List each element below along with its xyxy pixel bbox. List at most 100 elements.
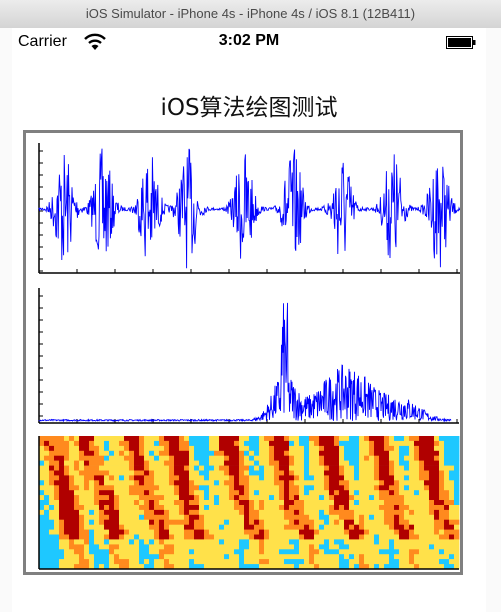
spectrogram-cell <box>269 475 275 481</box>
spectrogram-cell <box>389 524 395 530</box>
spectrogram-cell <box>434 539 440 545</box>
spectrogram-cell <box>424 529 430 535</box>
spectrogram-cell <box>99 470 105 476</box>
spectrogram-cell <box>129 519 135 525</box>
spectrogram-cell <box>294 514 300 521</box>
spectrogram-cell <box>434 500 440 506</box>
spectrogram-cell <box>229 514 235 521</box>
spectrogram-cell <box>284 544 290 550</box>
spectrogram-cell <box>289 436 295 442</box>
spectrogram-cell <box>214 495 220 501</box>
spectrogram-cell <box>254 440 260 447</box>
spectrogram-cell <box>54 509 60 516</box>
spectrogram-cell <box>279 534 285 540</box>
spectrogram-cell <box>424 455 430 461</box>
spectrogram-cell <box>399 470 405 476</box>
spectrogram-cell <box>229 445 235 452</box>
spectrogram-cell <box>149 544 155 550</box>
spectrogram-cell <box>274 554 280 560</box>
spectrogram-cell <box>239 500 245 506</box>
spectrogram-cell <box>224 490 230 496</box>
spectrogram-cell <box>184 436 190 442</box>
spectrogram-cell <box>144 475 150 481</box>
spectrogram-cell <box>424 480 430 486</box>
spectrogram-cell <box>249 529 255 535</box>
spectrogram-cell <box>44 524 50 530</box>
spectrogram-cell <box>134 480 140 486</box>
spectrogram-cell <box>204 549 210 555</box>
spectrogram-cell <box>159 534 165 540</box>
spectrogram-cell <box>449 490 455 496</box>
spectrogram-cell <box>229 509 235 516</box>
spectrogram-cell <box>199 455 205 461</box>
spectrogram-cell <box>294 490 300 496</box>
spectrogram-cell <box>89 465 95 471</box>
spectrogram-cell <box>159 564 165 570</box>
spectrogram-cell <box>269 539 275 545</box>
spectrogram-cell <box>309 549 315 555</box>
spectrogram-cell <box>419 519 425 525</box>
spectrogram-cell <box>159 436 165 442</box>
spectrogram-cell <box>394 495 400 501</box>
spectrogram-cell <box>384 500 390 506</box>
spectrogram-cell <box>249 495 255 501</box>
spectrogram-cell <box>114 455 120 461</box>
spectrogram-cell <box>74 470 80 476</box>
spectrogram-cell <box>344 480 350 486</box>
spectrogram-cell <box>334 544 340 550</box>
spectrogram-cell <box>384 549 390 555</box>
spectrogram-cell <box>409 514 415 521</box>
spectrogram-cell <box>254 524 260 530</box>
spectrogram-cell <box>324 500 330 506</box>
spectrogram-cell <box>39 485 45 491</box>
spectrogram-cell <box>239 440 245 447</box>
spectrogram-cell <box>329 539 335 545</box>
spectrogram-cell <box>394 500 400 506</box>
plot-frame <box>23 130 463 575</box>
spectrogram-cell <box>279 554 285 560</box>
spectrogram-cell <box>99 529 105 535</box>
spectrogram-cell <box>414 509 420 516</box>
spectrogram-cell <box>334 514 340 521</box>
spectrogram-cell <box>89 564 95 570</box>
spectrogram-cell <box>399 505 405 511</box>
spectrogram-cell <box>399 554 405 560</box>
spectrogram-cell <box>239 539 245 545</box>
spectrogram-cell <box>154 445 160 452</box>
spectrogram-cell <box>334 490 340 496</box>
spectrogram-cell <box>384 460 390 466</box>
spectrogram-cell <box>69 475 75 481</box>
spectrogram-cell <box>399 514 405 521</box>
spectrogram-cell <box>239 554 245 560</box>
spectrogram-cell <box>219 465 225 471</box>
spectrogram-cell <box>129 509 135 516</box>
spectrogram-cell <box>199 514 205 521</box>
spectrogram-cell <box>214 514 220 521</box>
spectrogram-cell <box>74 455 80 461</box>
spectrogram-cell <box>344 455 350 461</box>
spectrogram-cell <box>454 534 460 540</box>
spectrogram-cell <box>344 539 350 545</box>
spectrogram-cell <box>189 559 195 565</box>
spectrogram-cell <box>364 500 370 506</box>
spectrogram-cell <box>139 490 145 496</box>
spectrogram-cell <box>139 445 145 452</box>
spectrogram-cell <box>79 475 85 481</box>
spectrogram-cell <box>189 455 195 461</box>
spectrogram-cell <box>144 440 150 447</box>
spectrogram-cell <box>179 544 185 550</box>
spectrogram-cell <box>294 509 300 516</box>
spectrogram-cell <box>39 436 45 442</box>
spectrogram-cell <box>44 455 50 461</box>
spectrogram-cell <box>329 534 335 540</box>
spectrogram-cell <box>414 450 420 457</box>
spectrogram-cell <box>414 485 420 491</box>
spectrogram-cell <box>254 544 260 550</box>
spectrogram-cell <box>274 475 280 481</box>
spectrogram-cell <box>209 495 215 501</box>
spectrogram-cell <box>319 480 325 486</box>
spectrogram-cell <box>154 514 160 521</box>
spectrogram-cell <box>44 564 50 570</box>
spectrogram-cell <box>59 539 65 545</box>
spectrogram-cell <box>394 490 400 496</box>
